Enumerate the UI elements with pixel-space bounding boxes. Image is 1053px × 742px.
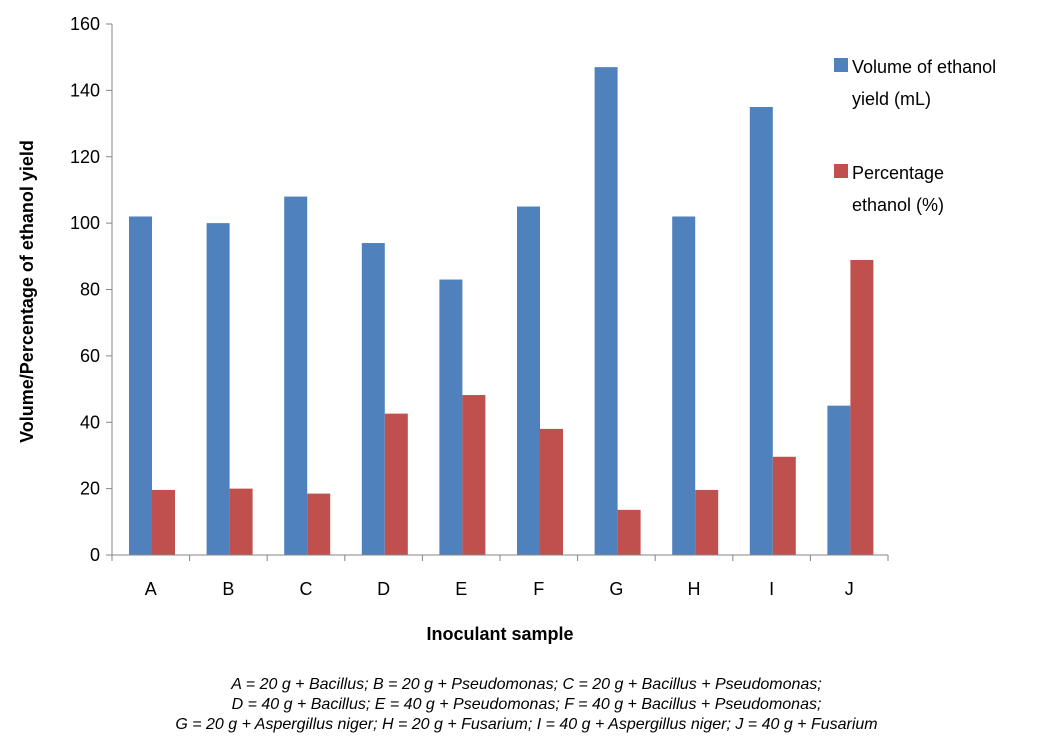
y-tick-label: 0 [90, 545, 100, 565]
y-axis-title: Volume/Percentage of ethanol yield [17, 140, 37, 443]
y-axis: 0 20 40 60 80 100 120 140 160 [70, 14, 113, 565]
x-tick-label: D [377, 579, 390, 599]
bar-volume-G [594, 67, 618, 556]
legend: Volume of ethanol yield (mL) Percentage eth… [834, 57, 996, 215]
caption-line: A = 20 g + Bacillus; B = 20 g + Pseudomo… [231, 676, 822, 693]
caption-line: D = 40 g + Bacillus; E = 40 g + Pseudomo… [231, 696, 822, 713]
caption: A = 20 g + Bacillus; B = 20 g + Pseudomo… [0, 675, 1053, 735]
y-tick-label: 40 [80, 412, 100, 432]
bar-percentage-E [462, 395, 486, 555]
bar-percentage-J [850, 259, 874, 555]
bar-volume-J [827, 405, 851, 555]
y-tick-label: 140 [70, 80, 100, 100]
y-tick-label: 80 [80, 280, 100, 300]
x-axis-title: Inoculant sample [426, 624, 573, 644]
x-tick-label: C [300, 579, 313, 599]
x-tick-label: H [688, 579, 701, 599]
bar-percentage-I [772, 456, 796, 555]
caption-line: G = 20 g + Aspergillus niger; H = 20 g +… [175, 716, 878, 733]
x-tick-label: G [609, 579, 623, 599]
y-tick-label: 120 [70, 147, 100, 167]
x-tick-label: F [533, 579, 544, 599]
bar-percentage-C [307, 493, 331, 555]
bar-volume-I [749, 106, 773, 555]
bars [129, 67, 874, 556]
legend-label: Volume of ethanol [852, 57, 996, 77]
bar-percentage-A [152, 489, 175, 555]
x-tick-label: E [455, 579, 467, 599]
x-tick-label: B [222, 579, 234, 599]
legend-swatch [834, 58, 848, 72]
legend-swatch [834, 164, 848, 178]
bar-volume-E [439, 279, 463, 555]
x-tick-label: J [845, 579, 854, 599]
bar-volume-B [206, 223, 230, 555]
y-tick-label: 60 [80, 346, 100, 366]
legend-label: Percentage [852, 163, 944, 183]
y-tick-label: 160 [70, 14, 100, 34]
legend-label: yield (mL) [852, 89, 931, 109]
bar-volume-D [361, 243, 385, 555]
x-tick-label: I [769, 579, 774, 599]
bar-percentage-G [617, 509, 641, 555]
bar-volume-C [284, 196, 308, 555]
bar-percentage-D [384, 413, 408, 555]
x-axis: A B C D E F G H I J [111, 554, 889, 599]
bar-percentage-B [229, 488, 253, 555]
bar-volume-A [129, 216, 152, 556]
legend-label: ethanol (%) [852, 195, 944, 215]
bar-percentage-F [540, 428, 563, 555]
y-tick-label: 20 [80, 479, 100, 499]
bar-percentage-H [695, 489, 719, 555]
y-tick-label: 100 [70, 213, 100, 233]
x-tick-label: A [145, 579, 157, 599]
bar-volume-H [672, 216, 696, 556]
bar-volume-F [517, 206, 540, 555]
